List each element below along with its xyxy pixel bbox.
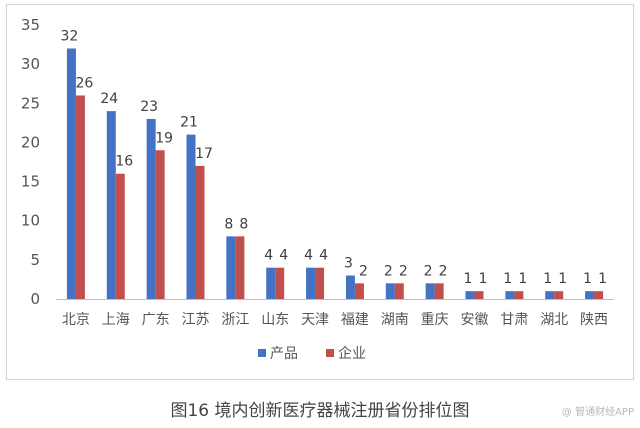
bar-company — [195, 165, 205, 299]
data-label: 23 — [140, 99, 158, 115]
data-label: 1 — [464, 271, 473, 287]
legend-label: 企业 — [338, 345, 366, 362]
bar-company — [434, 283, 444, 299]
bar-product — [345, 275, 355, 299]
data-label: 1 — [583, 271, 592, 287]
x-tick-label: 湖南 — [381, 312, 409, 328]
data-label: 2 — [424, 263, 433, 279]
x-tick-label: 江苏 — [182, 312, 210, 328]
bar-product — [266, 267, 276, 299]
legend-swatch — [258, 349, 266, 357]
bar-company — [394, 283, 404, 299]
x-tick-label: 广东 — [142, 312, 170, 328]
x-tick-label: 福建 — [341, 312, 369, 328]
x-tick-label: 甘肃 — [500, 312, 528, 328]
data-label: 1 — [503, 271, 512, 287]
y-tick-label: 10 — [21, 212, 40, 230]
data-label: 21 — [180, 115, 198, 131]
bar-product — [545, 291, 555, 299]
x-tick-label: 陕西 — [580, 312, 608, 328]
data-label: 1 — [518, 271, 527, 287]
data-label: 2 — [359, 263, 368, 279]
bar-company — [554, 291, 564, 299]
bar-company — [474, 291, 484, 299]
data-label: 1 — [558, 271, 567, 287]
bar-company — [275, 267, 285, 299]
data-label: 2 — [399, 263, 408, 279]
legend-label: 产品 — [270, 346, 298, 362]
data-label: 8 — [239, 216, 248, 232]
y-tick-label: 0 — [30, 290, 40, 308]
watermark: @ 智通财经APP — [561, 407, 634, 418]
data-label: 4 — [264, 248, 273, 264]
bar-product — [146, 118, 156, 299]
bar-product — [465, 291, 475, 299]
data-label: 1 — [479, 271, 488, 287]
data-label: 1 — [598, 271, 607, 287]
bar-company — [594, 291, 604, 299]
bar-product — [186, 134, 196, 299]
y-tick-label: 35 — [21, 16, 40, 34]
figure-caption: 图16 境内创新医疗器械注册省份排位图 — [170, 401, 470, 421]
data-label: 4 — [279, 248, 288, 264]
data-label: 8 — [224, 216, 233, 232]
bar-company — [514, 291, 524, 299]
bar-product — [306, 267, 316, 299]
y-tick-label: 20 — [21, 133, 40, 151]
bar-company — [75, 95, 85, 299]
x-tick-label: 山东 — [261, 312, 289, 328]
chart-frame — [6, 4, 634, 380]
y-tick-label: 25 — [21, 94, 40, 112]
data-label: 2 — [439, 263, 448, 279]
data-label: 32 — [61, 28, 79, 44]
y-tick-label: 30 — [21, 55, 40, 73]
bar-company — [155, 150, 165, 299]
x-tick-label: 天津 — [301, 312, 329, 328]
legend-swatch — [326, 349, 334, 357]
bar-product — [425, 283, 435, 299]
data-label: 26 — [76, 75, 94, 91]
bar-company — [115, 173, 125, 299]
data-label: 17 — [195, 146, 213, 162]
data-label: 4 — [304, 248, 313, 264]
y-tick-label: 15 — [21, 173, 40, 191]
x-tick-label: 上海 — [102, 312, 130, 328]
data-label: 3 — [344, 256, 353, 272]
data-label: 4 — [319, 248, 328, 264]
bar-product — [226, 236, 236, 299]
x-tick-label: 重庆 — [421, 312, 449, 328]
bar-product — [585, 291, 595, 299]
data-label: 19 — [155, 130, 173, 146]
x-tick-label: 安徽 — [461, 312, 489, 328]
bar-product — [106, 111, 116, 299]
bar-company — [354, 283, 364, 299]
data-label: 2 — [384, 263, 393, 279]
bar-company — [315, 267, 325, 299]
data-label: 16 — [115, 154, 133, 170]
x-tick-label: 浙江 — [221, 312, 249, 328]
y-tick-label: 5 — [30, 251, 40, 269]
bar-product — [66, 48, 76, 299]
x-tick-label: 湖北 — [540, 312, 568, 328]
bar-company — [235, 236, 245, 299]
bar-product — [505, 291, 515, 299]
data-label: 24 — [100, 91, 118, 107]
data-label: 1 — [543, 271, 552, 287]
x-tick-label: 北京 — [62, 312, 90, 328]
bar-product — [385, 283, 395, 299]
